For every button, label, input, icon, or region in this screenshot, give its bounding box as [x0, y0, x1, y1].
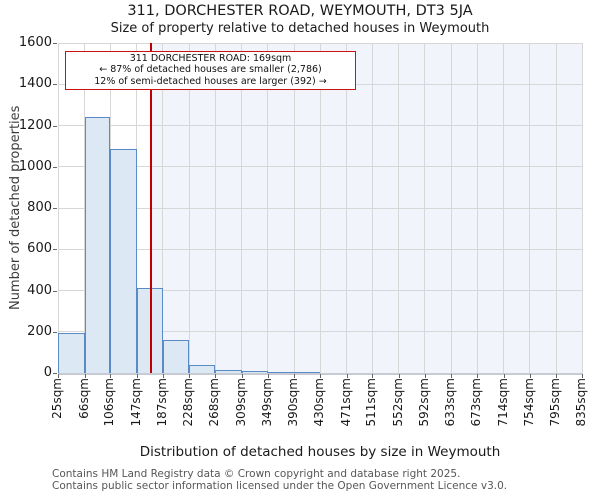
x-tick-mark	[424, 374, 426, 378]
x-tick-label: 390sqm	[286, 378, 301, 427]
histogram-bar	[110, 149, 137, 373]
x-tick-mark	[556, 374, 558, 378]
chart-subtitle: Size of property relative to detached ho…	[110, 21, 490, 36]
x-axis-line	[58, 372, 583, 375]
x-tick-label: 552sqm	[390, 378, 405, 427]
y-tick-label: 1200	[18, 117, 52, 133]
histogram-bar	[84, 117, 111, 373]
x-tick-mark	[189, 374, 191, 378]
y-tick-mark	[53, 43, 57, 44]
property-size-marker-line	[150, 43, 153, 373]
horizontal-gridline	[58, 166, 582, 168]
annotation-line-1: 311 DORCHESTER ROAD: 169sqm	[129, 53, 292, 64]
chart-title: 311, DORCHESTER ROAD, WEYMOUTH, DT3 5JA	[127, 3, 473, 19]
histogram-bar	[189, 364, 216, 373]
x-tick-mark	[110, 374, 112, 378]
x-tick-label: 714sqm	[495, 378, 510, 427]
y-tick-mark	[53, 125, 57, 127]
x-tick-mark	[294, 374, 296, 378]
x-tick-label: 592sqm	[416, 378, 431, 427]
histogram-bar	[136, 288, 163, 373]
x-tick-mark	[320, 374, 321, 378]
histogram-bar	[215, 369, 242, 373]
histogram-bar	[294, 371, 320, 373]
property-annotation-box: 311 DORCHESTER ROAD: 169sqm ← 87% of det…	[65, 51, 356, 91]
y-tick-mark	[53, 290, 57, 292]
histogram-bar	[162, 340, 190, 373]
y-tick-label: 800	[27, 200, 52, 215]
x-tick-label: 228sqm	[181, 378, 196, 427]
x-tick-mark	[58, 374, 59, 378]
x-tick-label: 106sqm	[102, 378, 117, 427]
x-tick-mark	[451, 374, 453, 378]
x-tick-label: 835sqm	[574, 378, 588, 427]
histogram-bar	[241, 371, 268, 373]
x-tick-label: 471sqm	[338, 378, 353, 427]
y-tick-label: 1600	[18, 35, 52, 50]
x-tick-label: 309sqm	[233, 378, 248, 427]
x-tick-label: 187sqm	[154, 378, 169, 427]
y-tick-mark	[53, 373, 57, 374]
x-tick-label: 673sqm	[469, 378, 484, 427]
histogram-bar	[58, 332, 85, 373]
vertical-gridline	[581, 43, 583, 373]
y-tick-label: 1000	[18, 158, 52, 174]
horizontal-gridline	[58, 331, 582, 333]
annotation-line-3: 12% of semi-detached houses are larger (…	[94, 75, 327, 87]
horizontal-gridline	[58, 207, 582, 209]
x-tick-label: 795sqm	[548, 378, 563, 427]
x-tick-mark	[529, 374, 531, 378]
x-tick-mark	[215, 374, 217, 378]
x-tick-mark	[398, 374, 400, 378]
x-tick-mark	[162, 374, 164, 378]
footer-line-2: Contains public sector information licen…	[52, 479, 508, 492]
y-tick-label: 400	[27, 282, 52, 298]
x-tick-label: 268sqm	[207, 378, 222, 427]
y-tick-label: 600	[27, 241, 52, 257]
x-tick-mark	[582, 374, 583, 378]
x-tick-mark	[136, 374, 138, 378]
x-tick-label: 25sqm	[50, 378, 64, 419]
x-tick-label: 66sqm	[76, 378, 91, 419]
y-tick-mark	[53, 331, 57, 333]
x-tick-mark	[241, 374, 243, 378]
x-tick-mark	[477, 374, 479, 378]
x-tick-mark	[84, 374, 86, 378]
x-tick-label: 633sqm	[443, 378, 458, 427]
y-tick-label: 1400	[18, 76, 52, 92]
x-tick-mark	[503, 374, 505, 378]
x-axis-label: Distribution of detached houses by size …	[139, 444, 501, 460]
y-tick-mark	[53, 84, 57, 86]
x-tick-label: 147sqm	[128, 378, 143, 427]
histogram-bar	[267, 371, 295, 373]
y-tick-label: 200	[27, 323, 52, 339]
x-tick-label: 430sqm	[312, 378, 326, 427]
x-tick-mark	[267, 374, 269, 378]
x-tick-label: 754sqm	[521, 378, 536, 427]
footer-line-1: Contains HM Land Registry data © Crown c…	[52, 468, 461, 480]
y-tick-mark	[53, 166, 57, 168]
x-tick-mark	[346, 374, 348, 378]
horizontal-gridline	[58, 125, 582, 126]
x-tick-label: 511sqm	[364, 378, 379, 427]
attribution-footer: Contains HM Land Registry data © Crown c…	[52, 468, 508, 492]
x-tick-mark	[372, 374, 374, 378]
plot-area	[57, 42, 583, 374]
annotation-line-2: ← 87% of detached houses are smaller (2,…	[99, 64, 322, 76]
horizontal-gridline	[58, 290, 582, 291]
y-tick-mark	[53, 208, 57, 209]
horizontal-gridline	[58, 42, 582, 44]
x-tick-label: 349sqm	[259, 378, 274, 427]
y-tick-mark	[53, 249, 57, 251]
horizontal-gridline	[58, 248, 582, 250]
y-tick-label: 0	[43, 365, 52, 380]
